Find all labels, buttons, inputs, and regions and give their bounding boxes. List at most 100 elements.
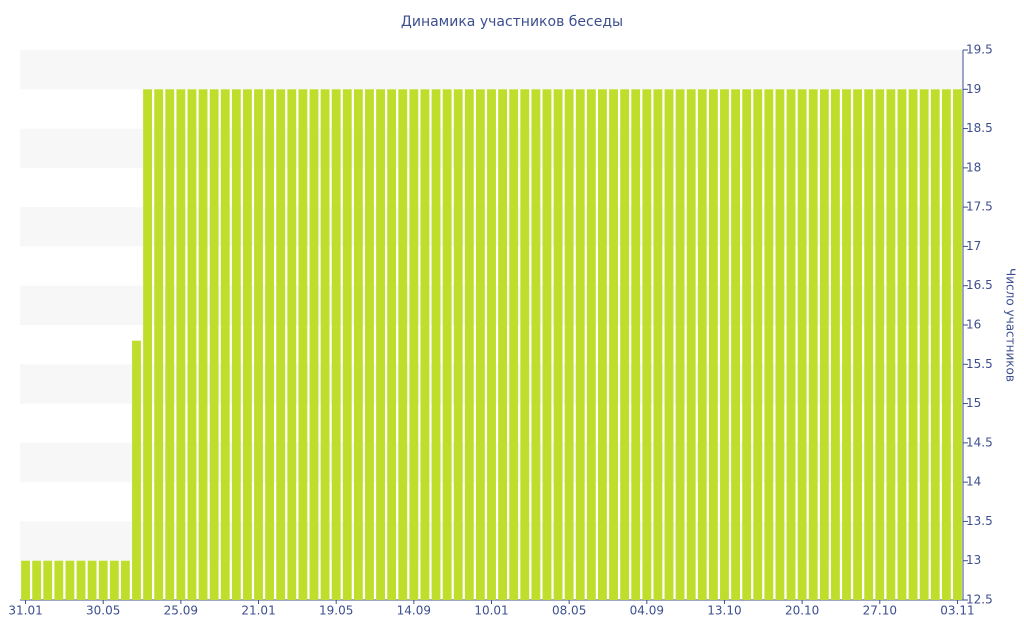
- y-tick-label: 19: [966, 82, 981, 96]
- bar: [231, 89, 241, 601]
- x-tick-label: 08.05: [552, 604, 586, 618]
- bar: [553, 89, 563, 601]
- bar: [786, 89, 796, 601]
- bar: [442, 89, 452, 601]
- bar: [120, 560, 130, 600]
- y-tick-label: 18: [966, 160, 981, 174]
- bar: [620, 89, 630, 601]
- bar: [331, 89, 341, 601]
- bar: [631, 89, 641, 601]
- bar: [76, 560, 86, 600]
- x-tick-label: 21.01: [241, 604, 275, 618]
- bar: [708, 89, 718, 601]
- bar: [132, 340, 141, 600]
- bar: [953, 89, 962, 601]
- y-tick-label: 13.5: [966, 514, 993, 528]
- bar: [853, 89, 863, 601]
- y-tick-label: 16: [966, 318, 981, 332]
- bar: [21, 560, 30, 600]
- bar: [242, 89, 252, 601]
- bar: [376, 89, 385, 601]
- bar: [32, 560, 42, 600]
- bar: [187, 89, 197, 601]
- bar: [265, 89, 275, 601]
- bar: [598, 89, 607, 601]
- bar: [176, 89, 186, 601]
- bar: [753, 89, 763, 601]
- band: [20, 50, 963, 90]
- bar: [842, 89, 851, 601]
- bar: [254, 89, 263, 601]
- y-axis-title: Число участников: [1004, 268, 1018, 382]
- bar: [720, 89, 729, 601]
- y-tick-label: 14.5: [966, 435, 993, 449]
- y-tick-label: 16.5: [966, 278, 993, 292]
- bar: [475, 89, 485, 601]
- bar: [531, 89, 541, 601]
- bar: [941, 89, 951, 601]
- bar: [342, 89, 352, 601]
- y-tick-label: 19.5: [966, 43, 993, 57]
- x-tick-label: 14.09: [397, 604, 431, 618]
- bar: [564, 89, 574, 601]
- bar: [87, 560, 97, 600]
- bar: [453, 89, 463, 601]
- bar: [864, 89, 874, 601]
- bar: [65, 560, 75, 600]
- bar: [675, 89, 685, 601]
- bar: [886, 89, 896, 601]
- bar: [298, 89, 308, 601]
- y-tick-label: 17: [966, 239, 981, 253]
- bar: [808, 89, 818, 601]
- bar: [43, 560, 53, 600]
- bar: [54, 560, 64, 600]
- x-tick-label: 19.05: [319, 604, 353, 618]
- bar: [431, 89, 441, 601]
- bar: [609, 89, 618, 601]
- bar: [919, 89, 929, 601]
- bar: [830, 89, 840, 601]
- bar: [387, 89, 397, 601]
- bar: [653, 89, 663, 601]
- bar: [797, 89, 807, 601]
- bar: [520, 89, 530, 601]
- x-tick-label: 04.09: [630, 604, 664, 618]
- bar: [409, 89, 419, 601]
- bar: [697, 89, 707, 601]
- x-tick-label: 20.10: [785, 604, 819, 618]
- bar: [165, 89, 175, 601]
- bar: [154, 89, 164, 601]
- bar: [575, 89, 585, 601]
- bar: [542, 89, 552, 601]
- bar: [487, 89, 496, 601]
- bar: [109, 560, 119, 600]
- bar: [930, 89, 940, 601]
- bar: [209, 89, 219, 601]
- bar: [664, 89, 674, 601]
- bar: [509, 89, 519, 601]
- x-tick-label: 30.05: [86, 604, 120, 618]
- bar: [98, 560, 108, 600]
- bar: [365, 89, 374, 601]
- x-tick-label: 27.10: [863, 604, 897, 618]
- x-tick-label: 03.11: [940, 604, 974, 618]
- y-tick-label: 14: [966, 475, 981, 489]
- bar: [287, 89, 297, 601]
- x-tick-label: 31.01: [8, 604, 42, 618]
- bar: [498, 89, 508, 601]
- x-tick-label: 25.09: [164, 604, 198, 618]
- y-tick-label: 17.5: [966, 200, 993, 214]
- bar: [742, 89, 752, 601]
- bar: [198, 89, 208, 601]
- y-tick-label: 18.5: [966, 121, 993, 135]
- bar: [420, 89, 430, 601]
- bar: [764, 89, 774, 601]
- x-tick-label: 13.10: [707, 604, 741, 618]
- y-tick-label: 12.5: [966, 593, 993, 607]
- bar: [353, 89, 363, 601]
- chart-title: Динамика участников беседы: [401, 14, 623, 30]
- y-tick-label: 15: [966, 396, 981, 410]
- bar: [875, 89, 885, 601]
- bar: [320, 89, 330, 601]
